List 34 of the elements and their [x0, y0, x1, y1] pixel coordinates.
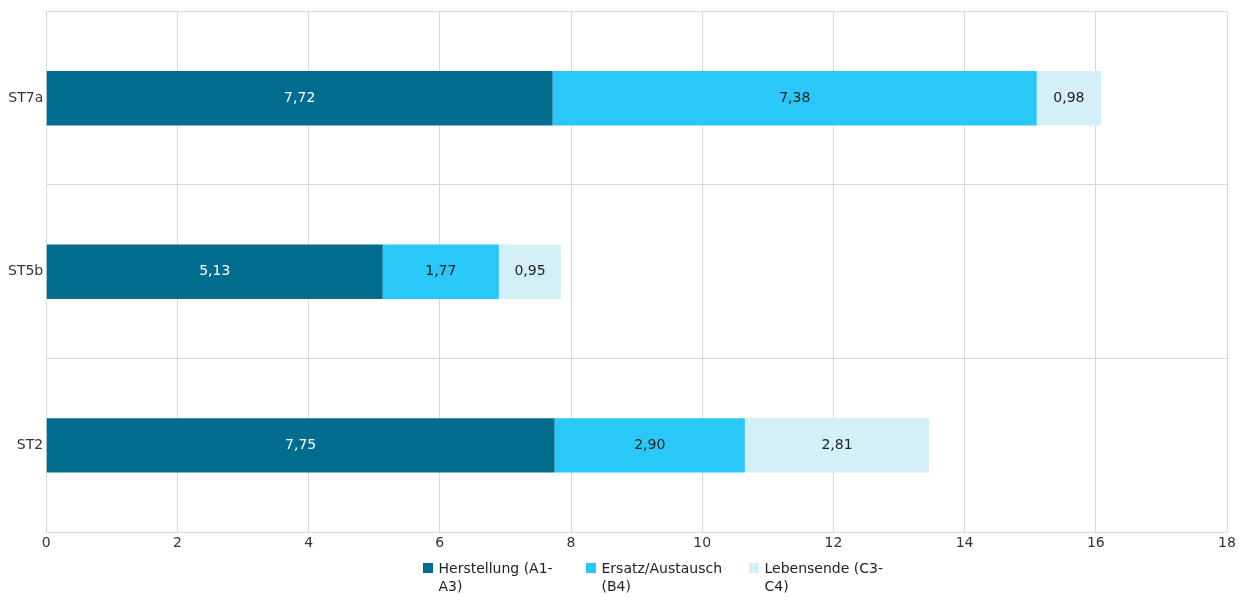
data-label: 2,90 — [634, 436, 666, 453]
x-tick-label: 6 — [435, 534, 445, 551]
x-tick-label: 12 — [824, 534, 843, 551]
data-label: 7,75 — [285, 436, 317, 453]
bar — [498, 244, 562, 300]
x-tick-label: 8 — [566, 534, 576, 551]
legend-label: Herstellung (A1-A3) — [438, 559, 554, 595]
data-label: 0,95 — [514, 262, 546, 279]
data-label: 1,77 — [425, 262, 457, 279]
bar — [1036, 70, 1102, 126]
x-tick-label: 16 — [1086, 534, 1105, 551]
x-tick-label: 18 — [1218, 534, 1236, 551]
x-tick-label: 0 — [41, 534, 51, 551]
bar — [554, 418, 745, 473]
bar — [46, 418, 555, 473]
x-tick-label: 14 — [955, 534, 974, 551]
data-label: 0,98 — [1053, 88, 1085, 105]
legend-label: Ersatz/Austausch (B4) — [601, 559, 724, 595]
bar — [382, 244, 499, 300]
data-label: 7,38 — [779, 88, 811, 105]
data-label: 2,81 — [821, 436, 853, 453]
y-tick-label: ST2 — [16, 436, 44, 453]
data-label: 5,13 — [199, 262, 231, 279]
x-tick-label: 2 — [172, 534, 182, 551]
legend-label: Lebensende (C3-C4) — [764, 559, 884, 595]
bar — [46, 244, 383, 300]
bar — [744, 418, 930, 473]
y-tick-label: ST5b — [8, 262, 44, 279]
x-tick-label: 10 — [693, 534, 712, 551]
data-label: 7,72 — [284, 88, 316, 105]
x-tick-label: 4 — [304, 534, 314, 551]
bar — [46, 70, 553, 126]
bar — [552, 70, 1037, 126]
y-tick-label: ST7a — [8, 88, 44, 105]
